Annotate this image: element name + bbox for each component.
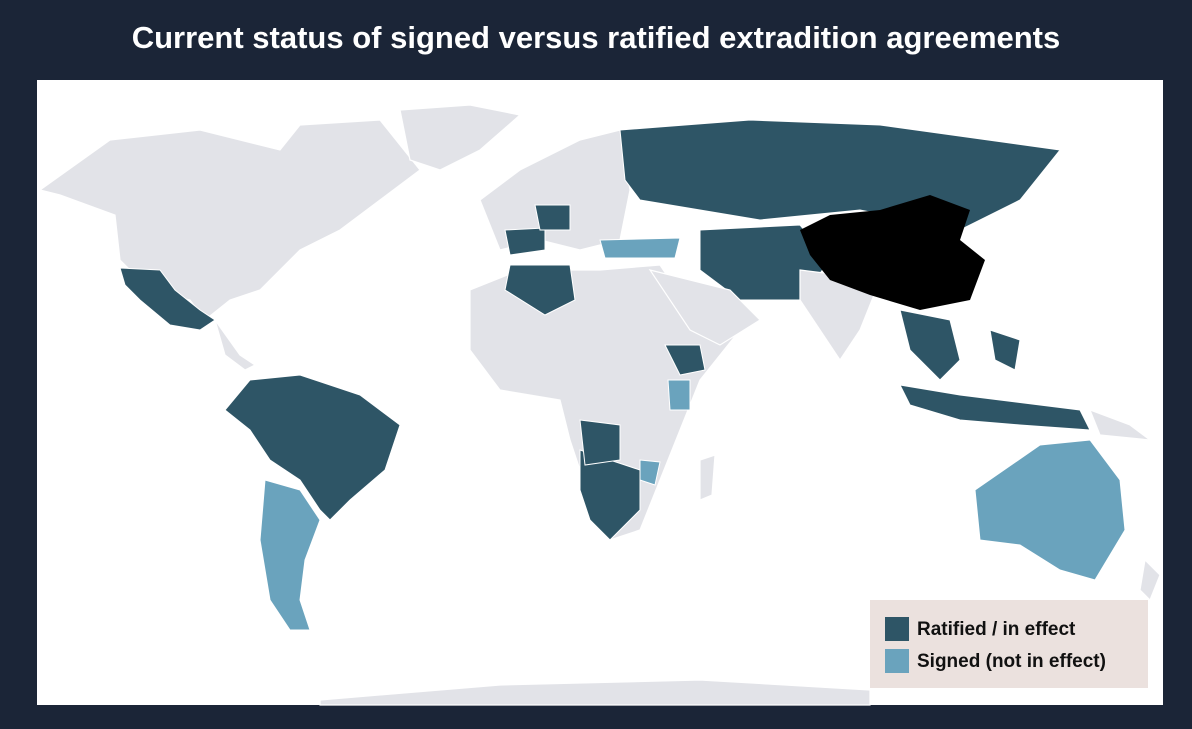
legend-label: Signed (not in effect) xyxy=(917,651,1106,672)
legend-box xyxy=(870,600,1148,688)
legend-label: Ratified / in effect xyxy=(917,619,1076,640)
legend-swatch xyxy=(885,649,909,673)
title: Current status of signed versus ratified… xyxy=(132,20,1061,55)
world-map xyxy=(38,104,1161,706)
legend-swatch xyxy=(885,617,909,641)
legend: Ratified / in effect Signed (not in effec… xyxy=(885,617,1106,673)
